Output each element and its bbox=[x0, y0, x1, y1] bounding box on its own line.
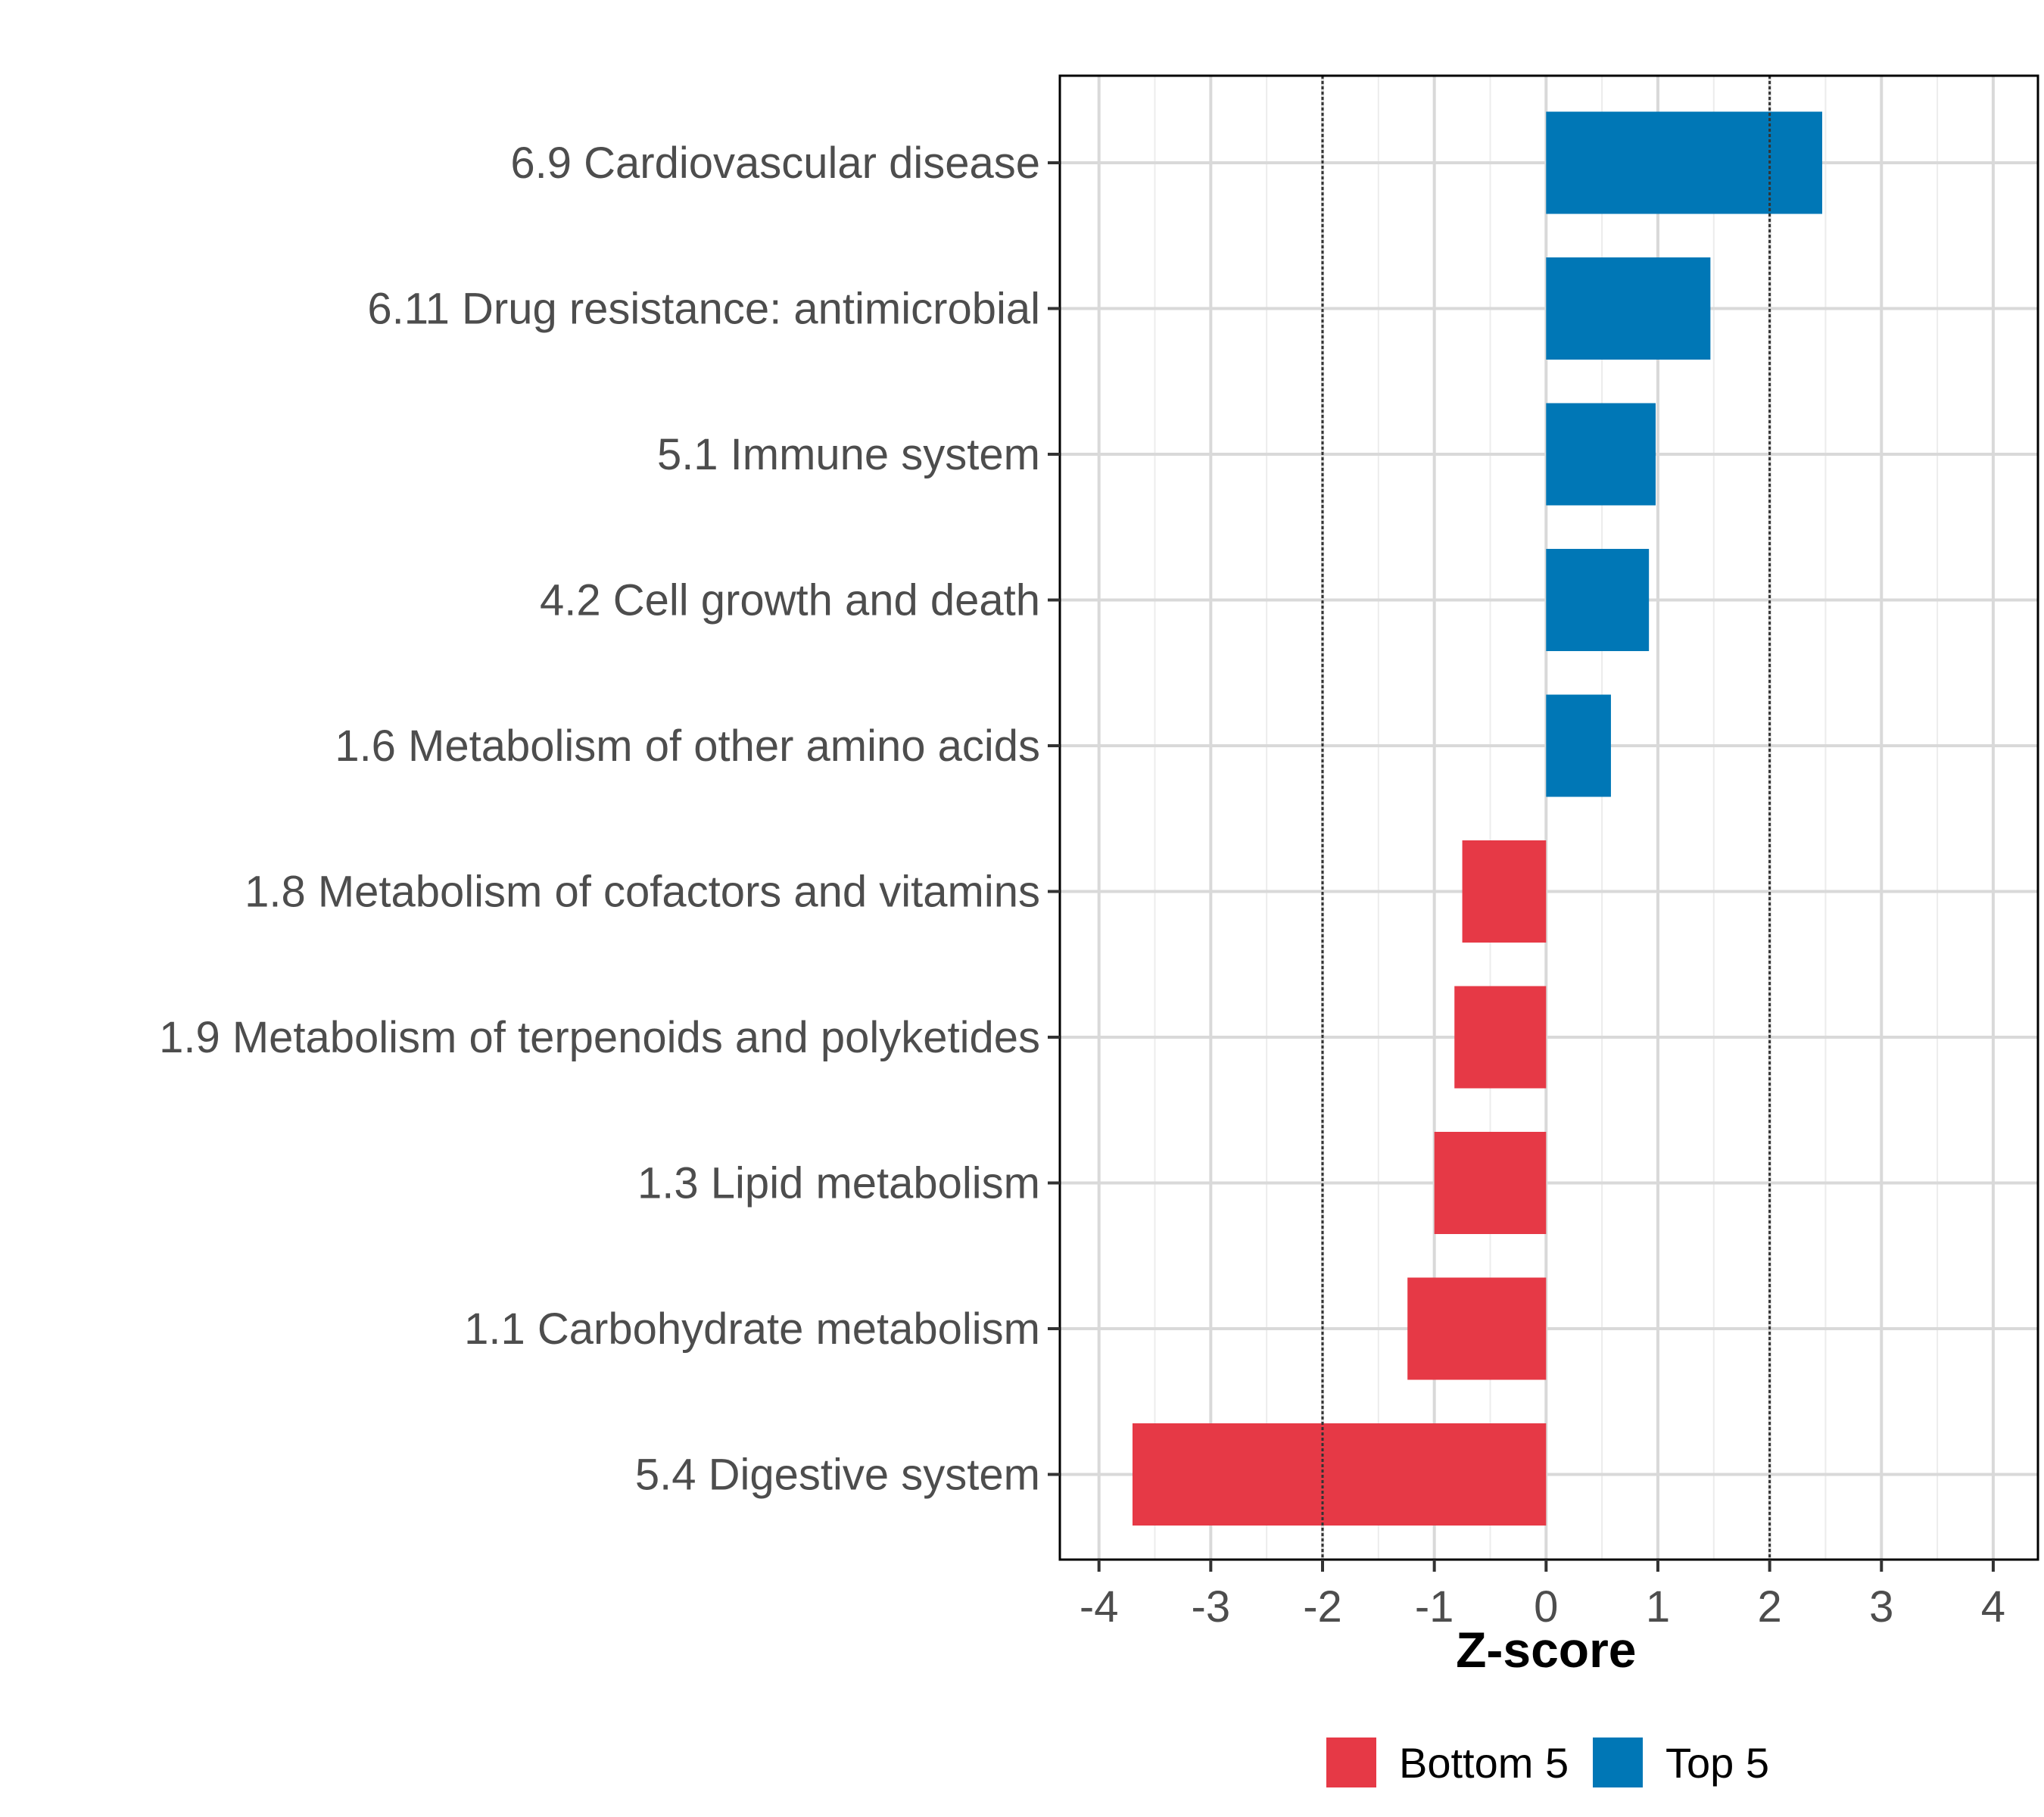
x-tick-label: -3 bbox=[1192, 1582, 1231, 1632]
x-tick-label: 1 bbox=[1646, 1582, 1670, 1632]
x-axis: -4 -3 -2 -1 0 1 2 3 4 bbox=[1080, 1560, 2005, 1632]
bar bbox=[1546, 111, 1823, 214]
y-tick-label: 1.9 Metabolism of terpenoids and polyket… bbox=[159, 1013, 1040, 1062]
y-tick-label: 1.8 Metabolism of cofactors and vitamins bbox=[245, 868, 1040, 917]
bar bbox=[1132, 1423, 1547, 1526]
bar bbox=[1434, 1132, 1547, 1234]
y-tick-label: 1.6 Metabolism of other amino acids bbox=[335, 722, 1040, 771]
bar bbox=[1546, 257, 1711, 360]
bar bbox=[1546, 694, 1611, 797]
legend-key bbox=[1326, 1738, 1376, 1787]
reference-lines bbox=[1321, 76, 1771, 1560]
y-tick-label: 6.11 Drug resistance: antimicrobial bbox=[367, 285, 1040, 334]
bar bbox=[1454, 986, 1547, 1089]
x-tick-label: 3 bbox=[1869, 1582, 1893, 1632]
bar bbox=[1462, 840, 1547, 943]
x-tick-label: -1 bbox=[1415, 1582, 1454, 1632]
x-tick-label: 2 bbox=[1757, 1582, 1781, 1632]
y-tick-label: 1.3 Lipid metabolism bbox=[637, 1159, 1040, 1208]
legend-label: Bottom 5 bbox=[1399, 1739, 1569, 1787]
x-tick-label: 4 bbox=[1981, 1582, 2005, 1632]
y-tick-label: 5.1 Immune system bbox=[657, 430, 1040, 479]
x-tick-label: -4 bbox=[1080, 1582, 1119, 1632]
x-tick-label: 0 bbox=[1534, 1582, 1558, 1632]
y-axis: 6.9 Cardiovascular disease 6.11 Drug resi… bbox=[159, 139, 1060, 1500]
x-tick-label: -2 bbox=[1303, 1582, 1342, 1632]
bar bbox=[1407, 1277, 1547, 1380]
legend-key bbox=[1593, 1738, 1643, 1787]
bars bbox=[1132, 111, 1823, 1526]
y-tick-label: 1.1 Carbohydrate metabolism bbox=[464, 1304, 1040, 1354]
y-tick-label: 5.4 Digestive system bbox=[635, 1451, 1040, 1500]
legend: Bottom 5 Top 5 bbox=[1326, 1738, 1769, 1787]
bar bbox=[1546, 403, 1656, 506]
legend-label: Top 5 bbox=[1665, 1739, 1769, 1787]
y-tick-label: 6.9 Cardiovascular disease bbox=[510, 139, 1040, 188]
y-tick-label: 4.2 Cell growth and death bbox=[540, 576, 1040, 625]
x-axis-title: Z-score bbox=[1456, 1622, 1636, 1678]
bar bbox=[1546, 549, 1650, 651]
plot-panel-border bbox=[1058, 74, 2039, 1561]
